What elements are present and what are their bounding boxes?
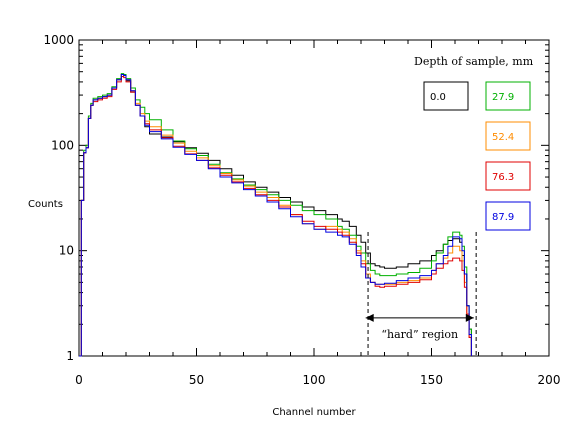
series-line-52.4	[79, 74, 472, 357]
legend-label: 87.9	[492, 212, 514, 223]
legend-label: 76.3	[492, 172, 514, 183]
x-tick-label: 150	[420, 373, 443, 387]
legend-label: 0.0	[430, 92, 446, 103]
y-tick-label: 1	[66, 349, 74, 363]
legend-label: 27.9	[492, 92, 514, 103]
series-group	[79, 73, 472, 357]
legend-box	[423, 81, 469, 111]
legend: 0.0 27.9 52.4 76.3 87.9	[423, 81, 531, 231]
x-tick-label: 0	[75, 373, 83, 387]
x-axis-label: Channel number	[272, 407, 356, 418]
arrowhead-right	[465, 313, 474, 322]
legend-box	[485, 201, 531, 231]
y-tick-label: 100	[51, 138, 74, 152]
y-axis-label: Counts	[28, 199, 63, 210]
legend-title: Depth of sample, mm	[414, 55, 534, 68]
hard-region-annotation: “hard” region	[365, 232, 477, 356]
y-tick-label: 1000	[43, 33, 74, 47]
series-line-0.0	[79, 74, 472, 357]
hard-region-label: “hard” region	[381, 328, 458, 341]
y-tick-label: 10	[59, 244, 74, 258]
series-line-87.9	[79, 74, 472, 357]
legend-box	[485, 81, 531, 111]
series-line-76.3	[79, 76, 472, 357]
legend-box	[485, 161, 531, 191]
x-tick-label: 100	[303, 373, 326, 387]
arrowhead-left	[365, 313, 374, 322]
x-tick-label: 200	[538, 373, 561, 387]
series-line-27.9	[79, 73, 472, 357]
plot-frame	[78, 39, 550, 357]
legend-label: 52.4	[492, 132, 514, 143]
legend-box	[485, 121, 531, 151]
x-tick-label: 50	[189, 373, 204, 387]
axis-ticks: 0 50 100 150 200 1 10 100 1000	[43, 33, 560, 387]
